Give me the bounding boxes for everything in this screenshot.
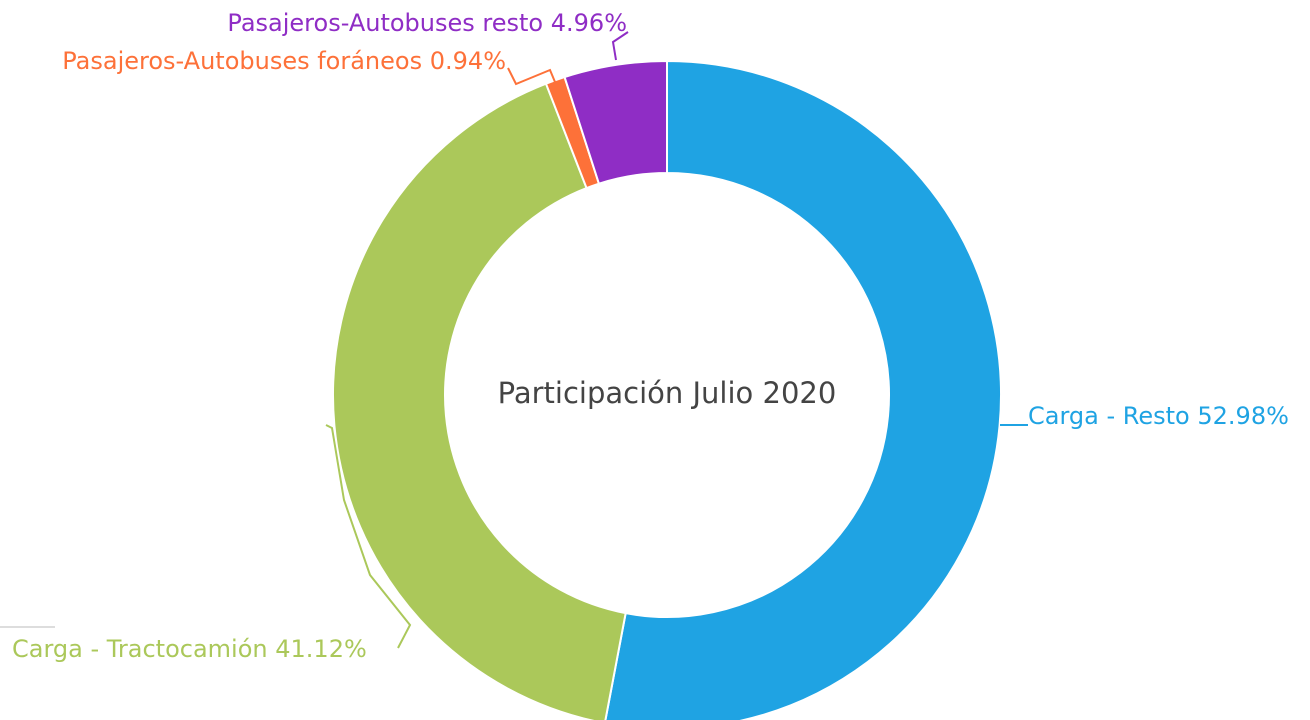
slice (332, 82, 627, 720)
slice (604, 59, 1002, 720)
leader-line (325, 424, 412, 649)
slice (563, 59, 668, 185)
label-value: 41.12% (275, 635, 367, 663)
leader-line (611, 31, 629, 61)
label-name: Carga - Resto (1028, 402, 1190, 430)
label-name: Pasajeros-Autobuses foráneos (62, 47, 422, 75)
label-name: Pasajeros-Autobuses resto (227, 9, 543, 37)
chart-title: Participación Julio 2020 (498, 376, 837, 410)
data-label: Carga - Resto 52.98% (1028, 402, 1289, 430)
label-value: 4.96% (551, 9, 627, 37)
data-label: Carga - Tractocamión 41.12% (12, 635, 367, 663)
label-value: 0.94% (430, 47, 506, 75)
label-value: 52.98% (1197, 402, 1289, 430)
data-label: Pasajeros-Autobuses foráneos 0.94% (62, 47, 506, 75)
data-label: Pasajeros-Autobuses resto 4.96% (227, 9, 627, 37)
label-name: Carga - Tractocamión (12, 635, 268, 663)
leader-line (507, 67, 556, 86)
